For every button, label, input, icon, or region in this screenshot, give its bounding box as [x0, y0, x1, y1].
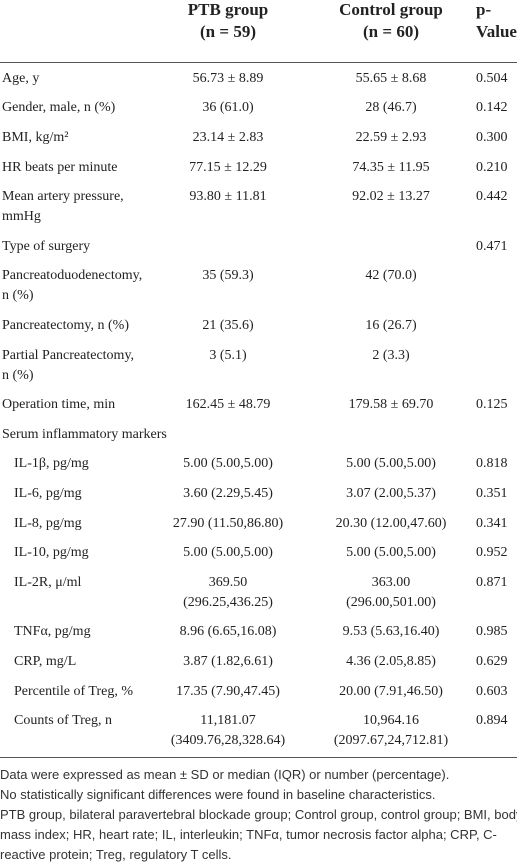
ptb-value: 17.35 (7.90,47.45)	[176, 683, 280, 699]
control-value: 92.02 ± 13.27	[352, 189, 430, 205]
p-value: 0.871	[476, 574, 508, 590]
footnote: PTB group, bilateral paravertebral block…	[0, 807, 517, 862]
ptb-value: 93.80 ± 11.81	[189, 189, 267, 205]
ptb-value: 162.45 ± 48.79	[185, 397, 271, 413]
footnotes: Data were expressed as mean ± SD or medi…	[0, 765, 517, 865]
p-value: 0.471	[476, 238, 508, 254]
control-value: 3.07 (2.00,5.37)	[346, 486, 436, 501]
control-value: 20.00 (7.91,46.50)	[339, 683, 443, 699]
p-value: 0.142	[476, 100, 508, 116]
p-value: 0.341	[476, 515, 508, 531]
row-label: IL-2R, μ/ml	[14, 574, 82, 590]
row-label: Serum inflammatory markers	[2, 426, 167, 442]
row-label: mmHg	[2, 209, 41, 225]
rule	[0, 62, 517, 63]
ptb-value: 3 (5.1)	[209, 347, 247, 363]
p-value: 0.952	[476, 545, 508, 561]
ptb-value: 5.00 (5.00,5.00)	[183, 545, 273, 561]
control-value: 16 (26.7)	[365, 318, 417, 333]
row-label: n (%)	[2, 367, 34, 383]
control-value: (296.00,501.00)	[346, 594, 436, 610]
ptb-value: 5.00 (5.00,5.00)	[183, 456, 273, 472]
control-value: 5.00 (5.00,5.00)	[346, 545, 436, 561]
p-value: 0.894	[476, 713, 508, 729]
rule	[0, 757, 517, 758]
footnote: Data were expressed as mean ± SD or medi…	[0, 767, 450, 782]
row-label: Partial Pancreatectomy,	[2, 347, 135, 363]
control-value: 28 (46.7)	[365, 100, 417, 116]
ptb-value: 77.15 ± 12.29	[189, 159, 267, 175]
p-value: 0.351	[476, 486, 508, 501]
ptb-value: 8.96 (6.65,16.08)	[179, 624, 277, 640]
p-value: 0.125	[476, 397, 508, 413]
control-value: 55.65 ± 8.68	[355, 70, 427, 86]
ptb-value: 36 (61.0)	[202, 100, 254, 116]
control-value: (2097.67,24,712.81)	[333, 733, 449, 749]
control-value: 4.36 (2.05,8.85)	[346, 654, 436, 669]
row-label: IL-10, pg/mg	[14, 545, 89, 561]
p-value: 0.629	[476, 654, 508, 669]
ptb-value: 3.87 (1.82,6.61)	[183, 654, 273, 669]
column-header: (n = 59)	[200, 22, 256, 41]
ptb-value: 23.14 ± 2.83	[192, 130, 264, 145]
ptb-value: (3409.76,28,328.64)	[170, 733, 286, 749]
row-label: Counts of Treg, n	[14, 713, 113, 729]
ptb-value: 11,181.07	[200, 713, 256, 729]
control-value: 2 (3.3)	[372, 347, 410, 363]
ptb-value: 3.60 (2.29,5.45)	[183, 486, 273, 501]
row-label: n (%)	[2, 288, 34, 304]
p-value: 0.300	[476, 130, 508, 145]
p-value: 0.504	[476, 70, 508, 86]
control-value: 10,964.16	[363, 713, 419, 729]
row-label: Percentile of Treg, %	[14, 683, 133, 699]
row-label: Type of surgery	[2, 238, 91, 254]
control-value: 9.53 (5.63,16.40)	[342, 624, 440, 640]
ptb-value: 21 (35.6)	[202, 318, 254, 333]
row-label: HR beats per minute	[2, 159, 118, 175]
row-label: IL-6, pg/mg	[14, 486, 82, 501]
control-value: 42 (70.0)	[365, 268, 417, 284]
p-value: 0.210	[476, 159, 508, 175]
ptb-value: 35 (59.3)	[202, 268, 254, 284]
p-value: 0.818	[476, 456, 508, 472]
column-header: p-	[476, 0, 492, 19]
control-value: 363.00	[371, 574, 411, 590]
row-label: Age, y	[2, 70, 40, 86]
p-value: 0.442	[476, 189, 508, 205]
row-label: Pancreatectomy, n (%)	[2, 318, 129, 333]
control-value: 22.59 ± 2.93	[355, 130, 427, 145]
row-label: IL-1β, pg/mg	[14, 456, 89, 472]
row-label: Operation time, min	[2, 397, 116, 413]
column-header: PTB group	[187, 0, 269, 19]
p-value: 0.603	[476, 683, 508, 699]
row-label: Mean artery pressure,	[2, 189, 124, 205]
row-label: CRP, mg/L	[14, 654, 77, 669]
row-label: IL-8, pg/mg	[14, 515, 82, 531]
column-header: Value	[476, 22, 517, 41]
control-value: 74.35 ± 11.95	[352, 159, 430, 175]
ptb-value: 56.73 ± 8.89	[192, 70, 264, 86]
row-label: BMI, kg/m²	[2, 130, 69, 145]
ptb-value: (296.25,436.25)	[183, 594, 273, 610]
p-value: 0.985	[476, 624, 508, 640]
control-value: 5.00 (5.00,5.00)	[346, 456, 436, 472]
ptb-value: 27.90 (11.50,86.80)	[172, 515, 284, 531]
column-header: Control group	[339, 0, 443, 19]
column-header: (n = 60)	[363, 22, 419, 41]
control-value: 20.30 (12.00,47.60)	[335, 515, 447, 531]
ptb-value: 369.50	[208, 574, 248, 590]
row-label: Pancreatoduodenectomy,	[2, 268, 143, 284]
row-label: Gender, male, n (%)	[2, 100, 116, 116]
footnote: No statistically significant differences…	[0, 787, 436, 802]
row-label: TNFα, pg/mg	[14, 624, 91, 640]
control-value: 179.58 ± 69.70	[348, 397, 434, 413]
